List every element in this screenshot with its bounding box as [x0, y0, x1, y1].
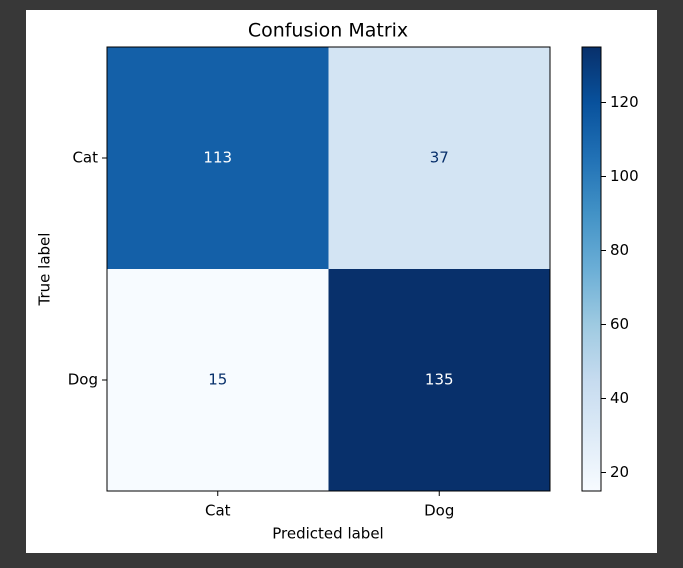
cell-value: 135	[425, 371, 454, 389]
colorbar-tick-label: 100	[610, 167, 639, 185]
colorbar	[581, 46, 602, 492]
x-tick-label: Cat	[205, 502, 231, 520]
heatmap-cell	[107, 47, 329, 270]
chart-title: Confusion Matrix	[248, 20, 408, 42]
colorbar-tick-label: 20	[610, 463, 629, 481]
y-axis-label: True label	[36, 233, 54, 307]
y-tick-label: Cat	[72, 149, 98, 167]
colorbar-tick-label: 40	[610, 389, 629, 407]
x-axis-label: Predicted label	[272, 525, 383, 543]
colorbar-tick-label: 120	[610, 93, 639, 111]
heatmap-cell	[328, 269, 551, 492]
colorbar-tick-label: 80	[610, 241, 629, 259]
y-tick-label: Dog	[68, 371, 98, 389]
cell-value: 113	[203, 149, 232, 167]
x-tick-label: Dog	[424, 502, 454, 520]
plot-frame	[106, 46, 551, 492]
heatmap-cell	[328, 47, 551, 270]
heatmap-cell	[107, 269, 329, 492]
cell-value: 37	[430, 149, 449, 167]
cell-value: 15	[208, 371, 227, 389]
colorbar-tick-label: 60	[610, 315, 629, 333]
